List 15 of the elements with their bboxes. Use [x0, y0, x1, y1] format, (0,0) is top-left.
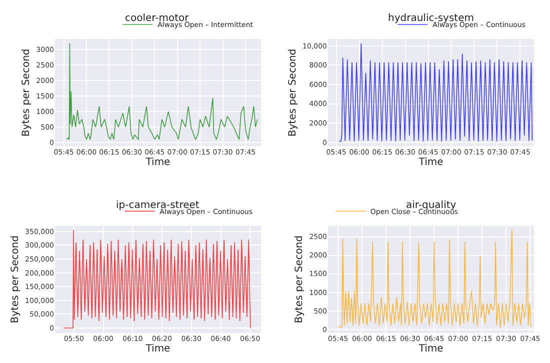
chart-title: ip-camera-street: [116, 200, 200, 211]
x-axis-title: Time: [144, 344, 170, 354]
y-axis-title: Bytes per Second: [294, 235, 306, 324]
x-axis-title: Time: [418, 344, 444, 354]
x-axis-title: Time: [418, 156, 444, 168]
y-axis-title: Bytes per Second: [10, 235, 22, 324]
x-axis-title: Time: [144, 156, 170, 168]
line-series: [338, 43, 533, 142]
line-series: [338, 228, 532, 328]
chart-title: hydraulic-system: [388, 13, 474, 24]
y-axis-title: Bytes per Second: [21, 48, 32, 137]
y-axis-title: Bytes per Second: [288, 48, 299, 137]
chart-title: air-quality: [406, 200, 456, 211]
line-series: [63, 230, 251, 328]
line-series: [66, 42, 258, 140]
